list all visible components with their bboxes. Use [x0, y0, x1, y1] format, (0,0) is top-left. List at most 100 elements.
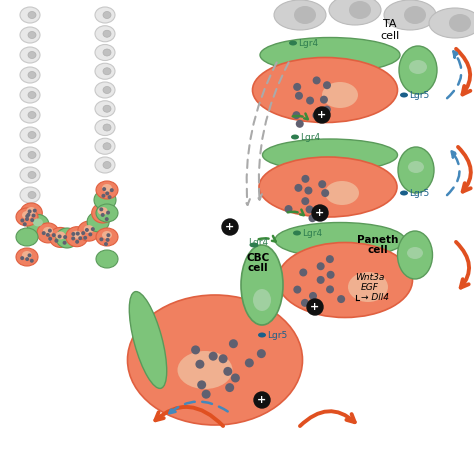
FancyArrowPatch shape: [447, 51, 461, 98]
Ellipse shape: [321, 189, 329, 197]
Ellipse shape: [307, 299, 323, 315]
Ellipse shape: [28, 131, 36, 138]
Ellipse shape: [314, 107, 330, 123]
Ellipse shape: [301, 175, 310, 183]
Ellipse shape: [20, 256, 24, 260]
Ellipse shape: [22, 251, 32, 259]
Ellipse shape: [20, 147, 40, 163]
Ellipse shape: [95, 26, 115, 42]
Ellipse shape: [58, 234, 62, 238]
Ellipse shape: [400, 191, 408, 196]
FancyArrowPatch shape: [169, 401, 228, 413]
Ellipse shape: [201, 389, 210, 399]
Ellipse shape: [101, 194, 105, 198]
FancyArrowPatch shape: [256, 62, 289, 200]
Ellipse shape: [306, 206, 314, 213]
Ellipse shape: [72, 231, 82, 239]
Text: Lgr5: Lgr5: [409, 91, 429, 100]
Ellipse shape: [408, 161, 424, 173]
Text: Paneth: Paneth: [357, 235, 399, 245]
Ellipse shape: [106, 233, 110, 237]
Ellipse shape: [16, 228, 38, 246]
Ellipse shape: [197, 380, 206, 389]
Ellipse shape: [317, 276, 325, 284]
Ellipse shape: [222, 219, 238, 235]
Ellipse shape: [91, 227, 95, 231]
Ellipse shape: [301, 299, 309, 307]
Ellipse shape: [108, 195, 111, 199]
Ellipse shape: [110, 188, 114, 192]
Ellipse shape: [26, 207, 36, 215]
Ellipse shape: [102, 231, 112, 239]
Ellipse shape: [104, 242, 108, 246]
Ellipse shape: [404, 6, 426, 24]
Text: +: +: [315, 208, 325, 218]
Text: CBC: CBC: [246, 253, 270, 263]
Ellipse shape: [103, 124, 111, 131]
FancyArrowPatch shape: [456, 49, 470, 95]
Ellipse shape: [55, 239, 58, 243]
Ellipse shape: [20, 67, 40, 83]
Text: Lgr4: Lgr4: [302, 228, 322, 238]
Ellipse shape: [323, 106, 331, 114]
Ellipse shape: [28, 31, 36, 39]
Ellipse shape: [209, 352, 218, 361]
Ellipse shape: [72, 232, 75, 236]
Ellipse shape: [312, 111, 320, 119]
Ellipse shape: [348, 272, 388, 302]
Ellipse shape: [33, 218, 43, 227]
Ellipse shape: [293, 286, 301, 293]
Ellipse shape: [95, 101, 115, 117]
Ellipse shape: [326, 255, 334, 263]
Ellipse shape: [20, 187, 40, 203]
Ellipse shape: [87, 212, 109, 232]
Ellipse shape: [304, 187, 312, 195]
Ellipse shape: [254, 392, 270, 408]
Ellipse shape: [274, 0, 326, 30]
Ellipse shape: [449, 14, 471, 32]
Text: cell: cell: [368, 245, 388, 255]
Ellipse shape: [409, 60, 427, 74]
Ellipse shape: [95, 63, 115, 79]
Ellipse shape: [105, 217, 109, 221]
Ellipse shape: [95, 138, 115, 154]
Ellipse shape: [95, 157, 115, 173]
Ellipse shape: [78, 221, 100, 241]
Ellipse shape: [16, 208, 38, 226]
Ellipse shape: [322, 82, 358, 108]
Ellipse shape: [257, 349, 266, 358]
FancyArrowPatch shape: [244, 62, 277, 205]
Ellipse shape: [99, 207, 103, 212]
Ellipse shape: [88, 233, 92, 236]
Ellipse shape: [323, 81, 331, 89]
Ellipse shape: [95, 120, 115, 136]
Ellipse shape: [28, 91, 36, 98]
Ellipse shape: [309, 292, 317, 300]
Ellipse shape: [102, 184, 112, 192]
Ellipse shape: [284, 205, 292, 213]
Ellipse shape: [253, 289, 271, 311]
Ellipse shape: [407, 247, 423, 259]
Ellipse shape: [81, 231, 85, 235]
Ellipse shape: [96, 228, 118, 246]
Ellipse shape: [66, 227, 88, 247]
Ellipse shape: [20, 47, 40, 63]
FancyArrowPatch shape: [456, 242, 469, 288]
Ellipse shape: [78, 236, 82, 240]
Ellipse shape: [106, 211, 110, 215]
Ellipse shape: [20, 87, 40, 103]
Ellipse shape: [95, 82, 115, 98]
Ellipse shape: [384, 0, 436, 30]
Ellipse shape: [33, 208, 37, 212]
Ellipse shape: [100, 238, 103, 241]
Ellipse shape: [294, 184, 302, 192]
Ellipse shape: [293, 231, 301, 236]
Ellipse shape: [27, 213, 30, 217]
Ellipse shape: [429, 8, 474, 38]
Ellipse shape: [20, 7, 40, 23]
Ellipse shape: [292, 111, 301, 119]
Ellipse shape: [229, 339, 238, 348]
Ellipse shape: [320, 206, 328, 214]
Ellipse shape: [20, 218, 24, 222]
Ellipse shape: [28, 192, 36, 198]
